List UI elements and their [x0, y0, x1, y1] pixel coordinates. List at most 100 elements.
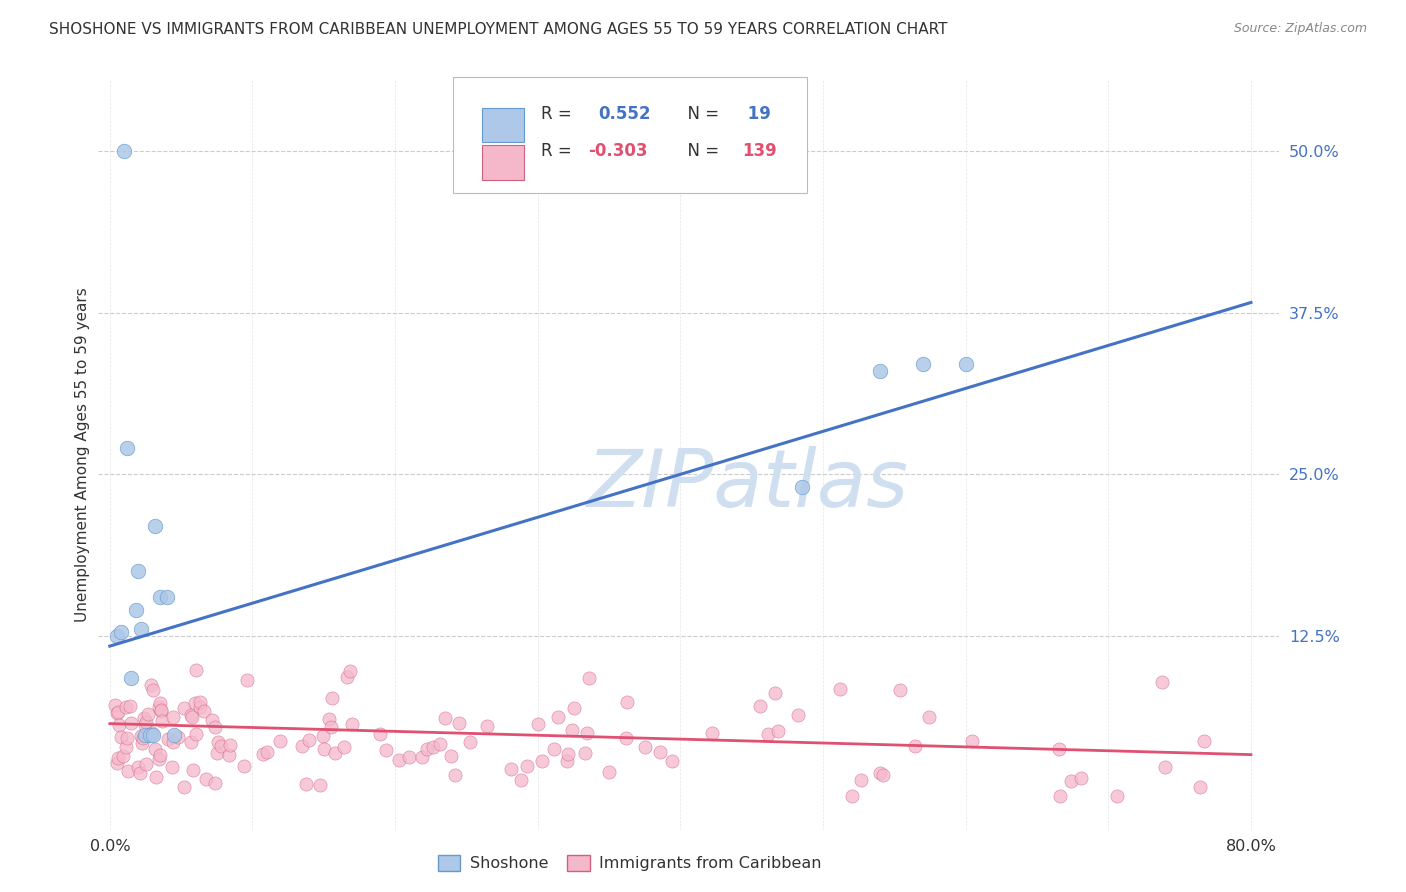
Point	[183, 763, 205, 777]
Point	[1152, 675, 1174, 690]
Point	[557, 747, 579, 761]
Point	[530, 754, 553, 768]
Point	[444, 768, 467, 782]
Point	[333, 739, 356, 754]
Point	[149, 748, 172, 763]
Bar	[482, 145, 523, 179]
Point	[110, 730, 132, 744]
Point	[312, 742, 335, 756]
Point	[156, 590, 179, 604]
Point	[869, 765, 891, 780]
Point	[134, 728, 156, 742]
Point	[447, 716, 470, 731]
Point	[477, 719, 499, 733]
Text: 0.552: 0.552	[598, 105, 651, 123]
Point	[115, 699, 138, 714]
Text: Source: ZipAtlas.com: Source: ZipAtlas.com	[1233, 22, 1367, 36]
Point	[194, 772, 217, 786]
Point	[131, 736, 153, 750]
Text: R =: R =	[541, 105, 578, 123]
Point	[256, 745, 278, 759]
Point	[374, 743, 396, 757]
Point	[509, 772, 531, 787]
Y-axis label: Unemployment Among Ages 55 to 59 years: Unemployment Among Ages 55 to 59 years	[75, 287, 90, 623]
Point	[218, 738, 240, 752]
Point	[148, 752, 170, 766]
Point	[180, 735, 202, 749]
Point	[911, 358, 934, 372]
Text: 139: 139	[742, 143, 778, 161]
Point	[139, 678, 162, 692]
Point	[120, 716, 142, 731]
Point	[204, 720, 226, 734]
Point	[150, 703, 173, 717]
Point	[872, 768, 894, 782]
Text: ZIPatlas: ZIPatlas	[586, 446, 910, 524]
Point	[614, 731, 637, 745]
Point	[323, 746, 346, 760]
Point	[166, 730, 188, 744]
Point	[150, 714, 173, 728]
Text: R =: R =	[541, 143, 578, 161]
Point	[555, 754, 578, 768]
Point	[132, 731, 155, 745]
Point	[205, 746, 228, 760]
Point	[298, 733, 321, 747]
Point	[291, 739, 314, 754]
Point	[127, 759, 149, 773]
Point	[398, 750, 420, 764]
FancyBboxPatch shape	[453, 77, 807, 193]
Point	[145, 770, 167, 784]
Point	[1192, 734, 1215, 748]
Point	[112, 145, 135, 159]
Point	[188, 700, 211, 714]
Point	[157, 732, 180, 747]
Point	[849, 772, 872, 787]
Point	[574, 746, 596, 760]
Point	[1189, 780, 1212, 794]
Point	[422, 739, 444, 754]
Point	[107, 751, 129, 765]
Point	[955, 358, 977, 372]
Point	[312, 729, 335, 743]
Point	[127, 564, 149, 578]
Point	[499, 762, 522, 776]
Point	[149, 696, 172, 710]
Point	[129, 623, 152, 637]
Point	[236, 673, 259, 687]
Point	[186, 663, 208, 677]
Point	[120, 698, 142, 713]
Point	[516, 758, 538, 772]
Point	[143, 742, 166, 756]
Point	[756, 727, 779, 741]
Point	[115, 731, 138, 745]
Point	[150, 704, 173, 718]
Point	[107, 717, 129, 731]
Point	[117, 764, 139, 778]
Point	[1154, 760, 1177, 774]
Point	[790, 480, 813, 494]
Point	[1060, 774, 1083, 789]
Point	[1070, 771, 1092, 785]
Point	[104, 698, 127, 713]
Point	[209, 739, 232, 753]
Text: N =: N =	[678, 105, 724, 123]
Point	[173, 780, 195, 794]
Text: 19: 19	[742, 105, 770, 123]
Point	[869, 364, 891, 378]
Point	[661, 754, 683, 768]
Point	[162, 735, 184, 749]
Point	[766, 723, 789, 738]
Point	[1047, 741, 1070, 756]
Point	[634, 740, 657, 755]
Point	[184, 727, 207, 741]
Point	[918, 710, 941, 724]
Point	[148, 700, 170, 714]
Point	[233, 759, 256, 773]
Point	[440, 749, 463, 764]
Point	[1049, 789, 1071, 803]
Point	[576, 726, 599, 740]
Point	[700, 725, 723, 739]
Point	[204, 776, 226, 790]
Point	[207, 735, 229, 749]
